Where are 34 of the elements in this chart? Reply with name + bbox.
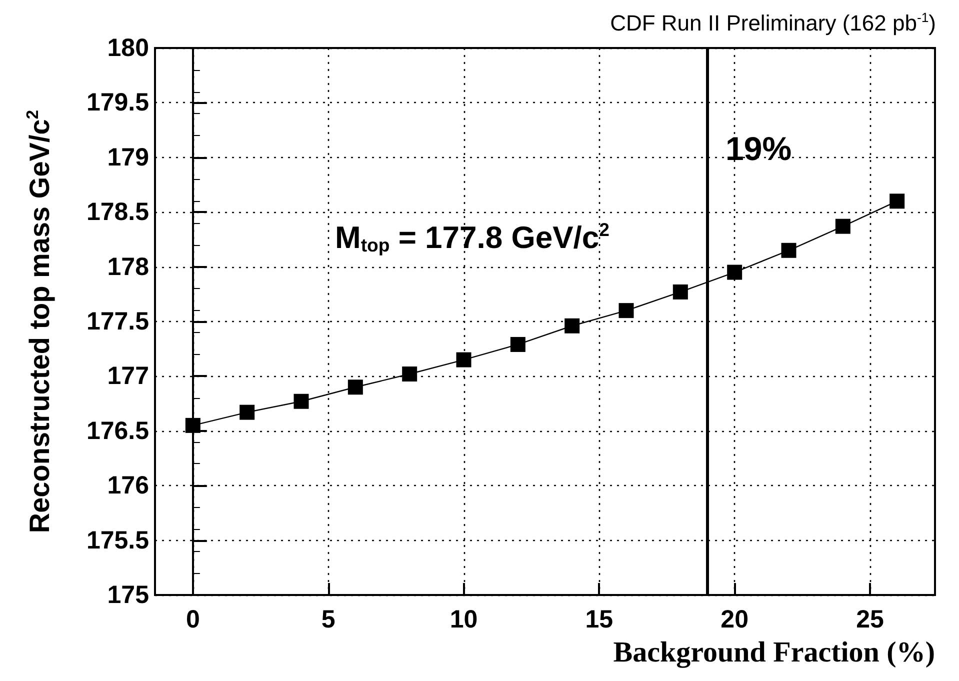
y-tick-label: 178.5 [86, 198, 150, 226]
y-axis-title: Reconstructed top mass GeV/c2 [23, 110, 55, 534]
point [402, 366, 418, 382]
point [727, 264, 742, 280]
x-axis-title: Background Fraction (%) [613, 636, 936, 668]
x-tick-label: 0 [186, 606, 200, 634]
y-tick-label: 176 [107, 472, 149, 500]
y-tick-label: 179 [107, 143, 149, 172]
ref-line-label: 19% [726, 130, 792, 167]
point [456, 352, 472, 368]
x-tick-label: 10 [450, 606, 478, 634]
point [618, 303, 634, 318]
point [185, 418, 200, 433]
point [240, 404, 255, 420]
x-tick-label: 25 [856, 606, 884, 634]
point [835, 218, 850, 234]
y-tick-label: 179.5 [86, 88, 150, 117]
y-tick-label: 178 [107, 252, 150, 281]
y-tick-label: 180 [107, 34, 149, 62]
point [564, 318, 580, 334]
x-tick-label: 5 [321, 606, 336, 634]
point [672, 284, 688, 300]
point [348, 380, 363, 395]
x-tick-label: 15 [585, 606, 614, 634]
point [781, 242, 796, 258]
y-tick-label: 176.5 [86, 416, 150, 445]
y-tick-label: 175.5 [86, 526, 150, 554]
y-tick-label: 175 [107, 581, 150, 609]
point [294, 394, 309, 409]
y-tick-label: 177.5 [86, 308, 150, 336]
y-tick-label: 177 [107, 362, 149, 390]
point [510, 336, 526, 352]
point [890, 194, 905, 209]
x-tick-label: 20 [720, 606, 748, 634]
